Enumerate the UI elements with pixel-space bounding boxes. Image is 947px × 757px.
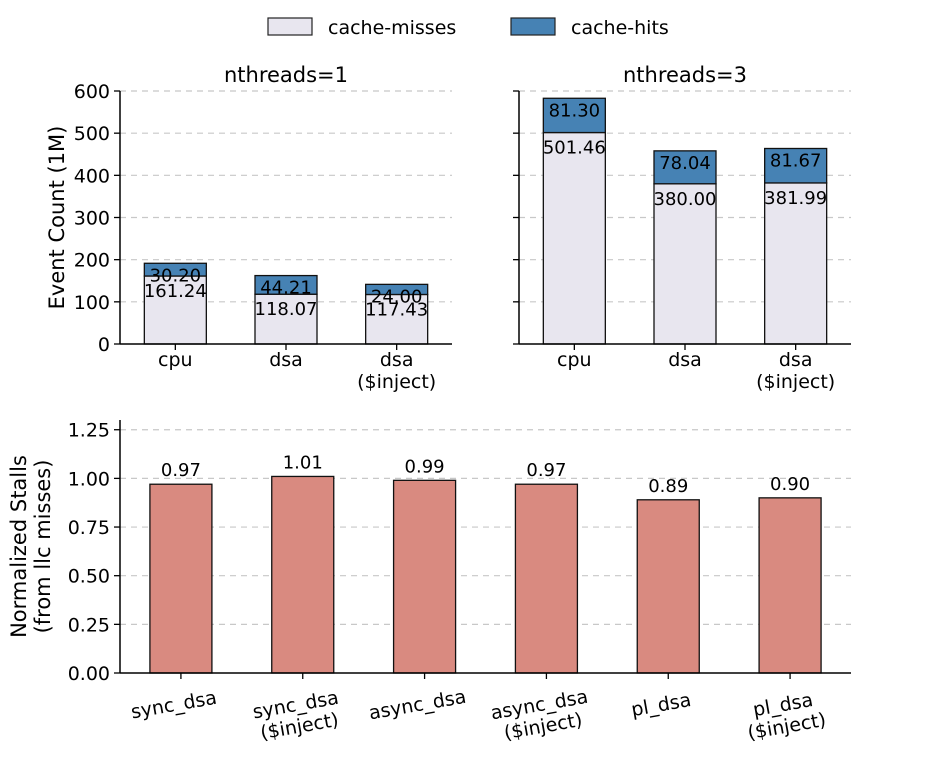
data-label-hits-2: 81.67 [770, 150, 822, 171]
bar-hits-0 [542, 97, 606, 134]
bar-hits-2 [365, 283, 429, 296]
bar-hits-2 [764, 147, 828, 184]
bar-hits-0 [143, 262, 207, 277]
bar-misses-2 [764, 182, 828, 345]
x-tick-label-0: cpu [557, 349, 592, 371]
data-label-stalls-2: 0.99 [405, 456, 445, 477]
data-label-misses-2: 117.43 [365, 299, 428, 320]
x-tick-label-5: pl_dsa($inject) [742, 687, 828, 744]
legend-swatch-cache-hits [510, 17, 556, 36]
x-tick-label-0: sync_dsa [129, 687, 218, 724]
data-label-stalls-5: 0.90 [770, 474, 810, 495]
y-tick-label: 500 [74, 123, 110, 145]
bar-hits-1 [653, 150, 717, 185]
bar-stalls-5 [758, 497, 822, 674]
x-tick-label-4: pl_dsa [630, 689, 693, 721]
x-tick-label-1: dsa [668, 349, 702, 371]
x-tick-label-1: sync_dsa($inject) [251, 687, 344, 745]
data-label-misses-0: 161.24 [144, 281, 207, 302]
bar-misses-1 [254, 293, 318, 345]
data-label-stalls-1: 1.01 [283, 452, 323, 473]
panel-title-1: nthreads=1 [224, 63, 348, 87]
data-label-hits-1: 78.04 [659, 153, 711, 174]
x-tick-label-2: async_dsa [367, 686, 468, 725]
y-tick-label: 300 [74, 208, 110, 230]
y-tick-label: 0.50 [68, 566, 110, 588]
legend-label-cache-misses: cache-misses [328, 17, 456, 39]
bar-stalls-0 [149, 483, 213, 674]
data-label-hits-0: 30.20 [150, 265, 202, 286]
x-tick-label-1: dsa [269, 349, 303, 371]
y-tick-label: 0.25 [68, 614, 110, 636]
data-label-misses-2: 381.99 [764, 188, 827, 209]
y-tick-label: 100 [74, 292, 110, 314]
y-tick-label: 0 [98, 334, 110, 356]
bar-misses-0 [542, 131, 606, 345]
x-tick-label-3: async_dsa($inject) [489, 686, 594, 746]
data-label-misses-1: 118.07 [255, 299, 318, 320]
y-tick-label: 600 [74, 81, 110, 103]
bar-stalls-4 [636, 499, 700, 674]
y-tick-label: 0.75 [68, 517, 110, 539]
chart-panel-3: 0.97 1.01 0.99 0.97 0.89 0.90 0.00 0.25 0.50 0.75… [7, 420, 851, 746]
data-label-misses-0: 501.46 [543, 138, 606, 159]
data-label-misses-1: 380.00 [654, 189, 717, 210]
y-axis-label: Event Count (1M) [45, 126, 69, 310]
bar-stalls-1 [271, 475, 335, 674]
y-axis-label: Normalized Stalls(from llc misses) [7, 455, 55, 638]
x-tick-label-0: cpu [158, 349, 193, 371]
y-tick-label: 400 [74, 165, 110, 187]
y-tick-label: 1.25 [68, 420, 110, 442]
legend-swatch-cache-misses [267, 17, 313, 36]
y-tick-label: 1.00 [68, 468, 110, 490]
x-tick-label-2: dsa ($inject) [756, 349, 835, 393]
bar-stalls-2 [392, 479, 457, 674]
data-label-stalls-0: 0.97 [161, 460, 201, 481]
legend-label-cache-hits: cache-hits [571, 17, 669, 39]
data-label-hits-2: 24.00 [371, 286, 423, 307]
data-label-hits-1: 44.21 [260, 278, 312, 299]
data-label-stalls-4: 0.89 [648, 476, 688, 497]
data-label-stalls-3: 0.97 [526, 460, 566, 481]
panel-title-2: nthreads=3 [623, 63, 747, 87]
y-tick-label: 0.00 [68, 663, 110, 685]
chart-panel-2: 81.30 501.46 78.04 380.00 81.67 381.99 cpu dsa d… [513, 63, 851, 393]
bar-stalls-3 [514, 483, 579, 674]
data-label-hits-0: 81.30 [549, 100, 601, 121]
bar-hits-1 [254, 274, 318, 295]
y-tick-label: 200 [74, 250, 110, 272]
legend: cache-misses cache-hits [267, 17, 669, 39]
x-tick-label-2: dsa ($inject) [357, 349, 436, 393]
